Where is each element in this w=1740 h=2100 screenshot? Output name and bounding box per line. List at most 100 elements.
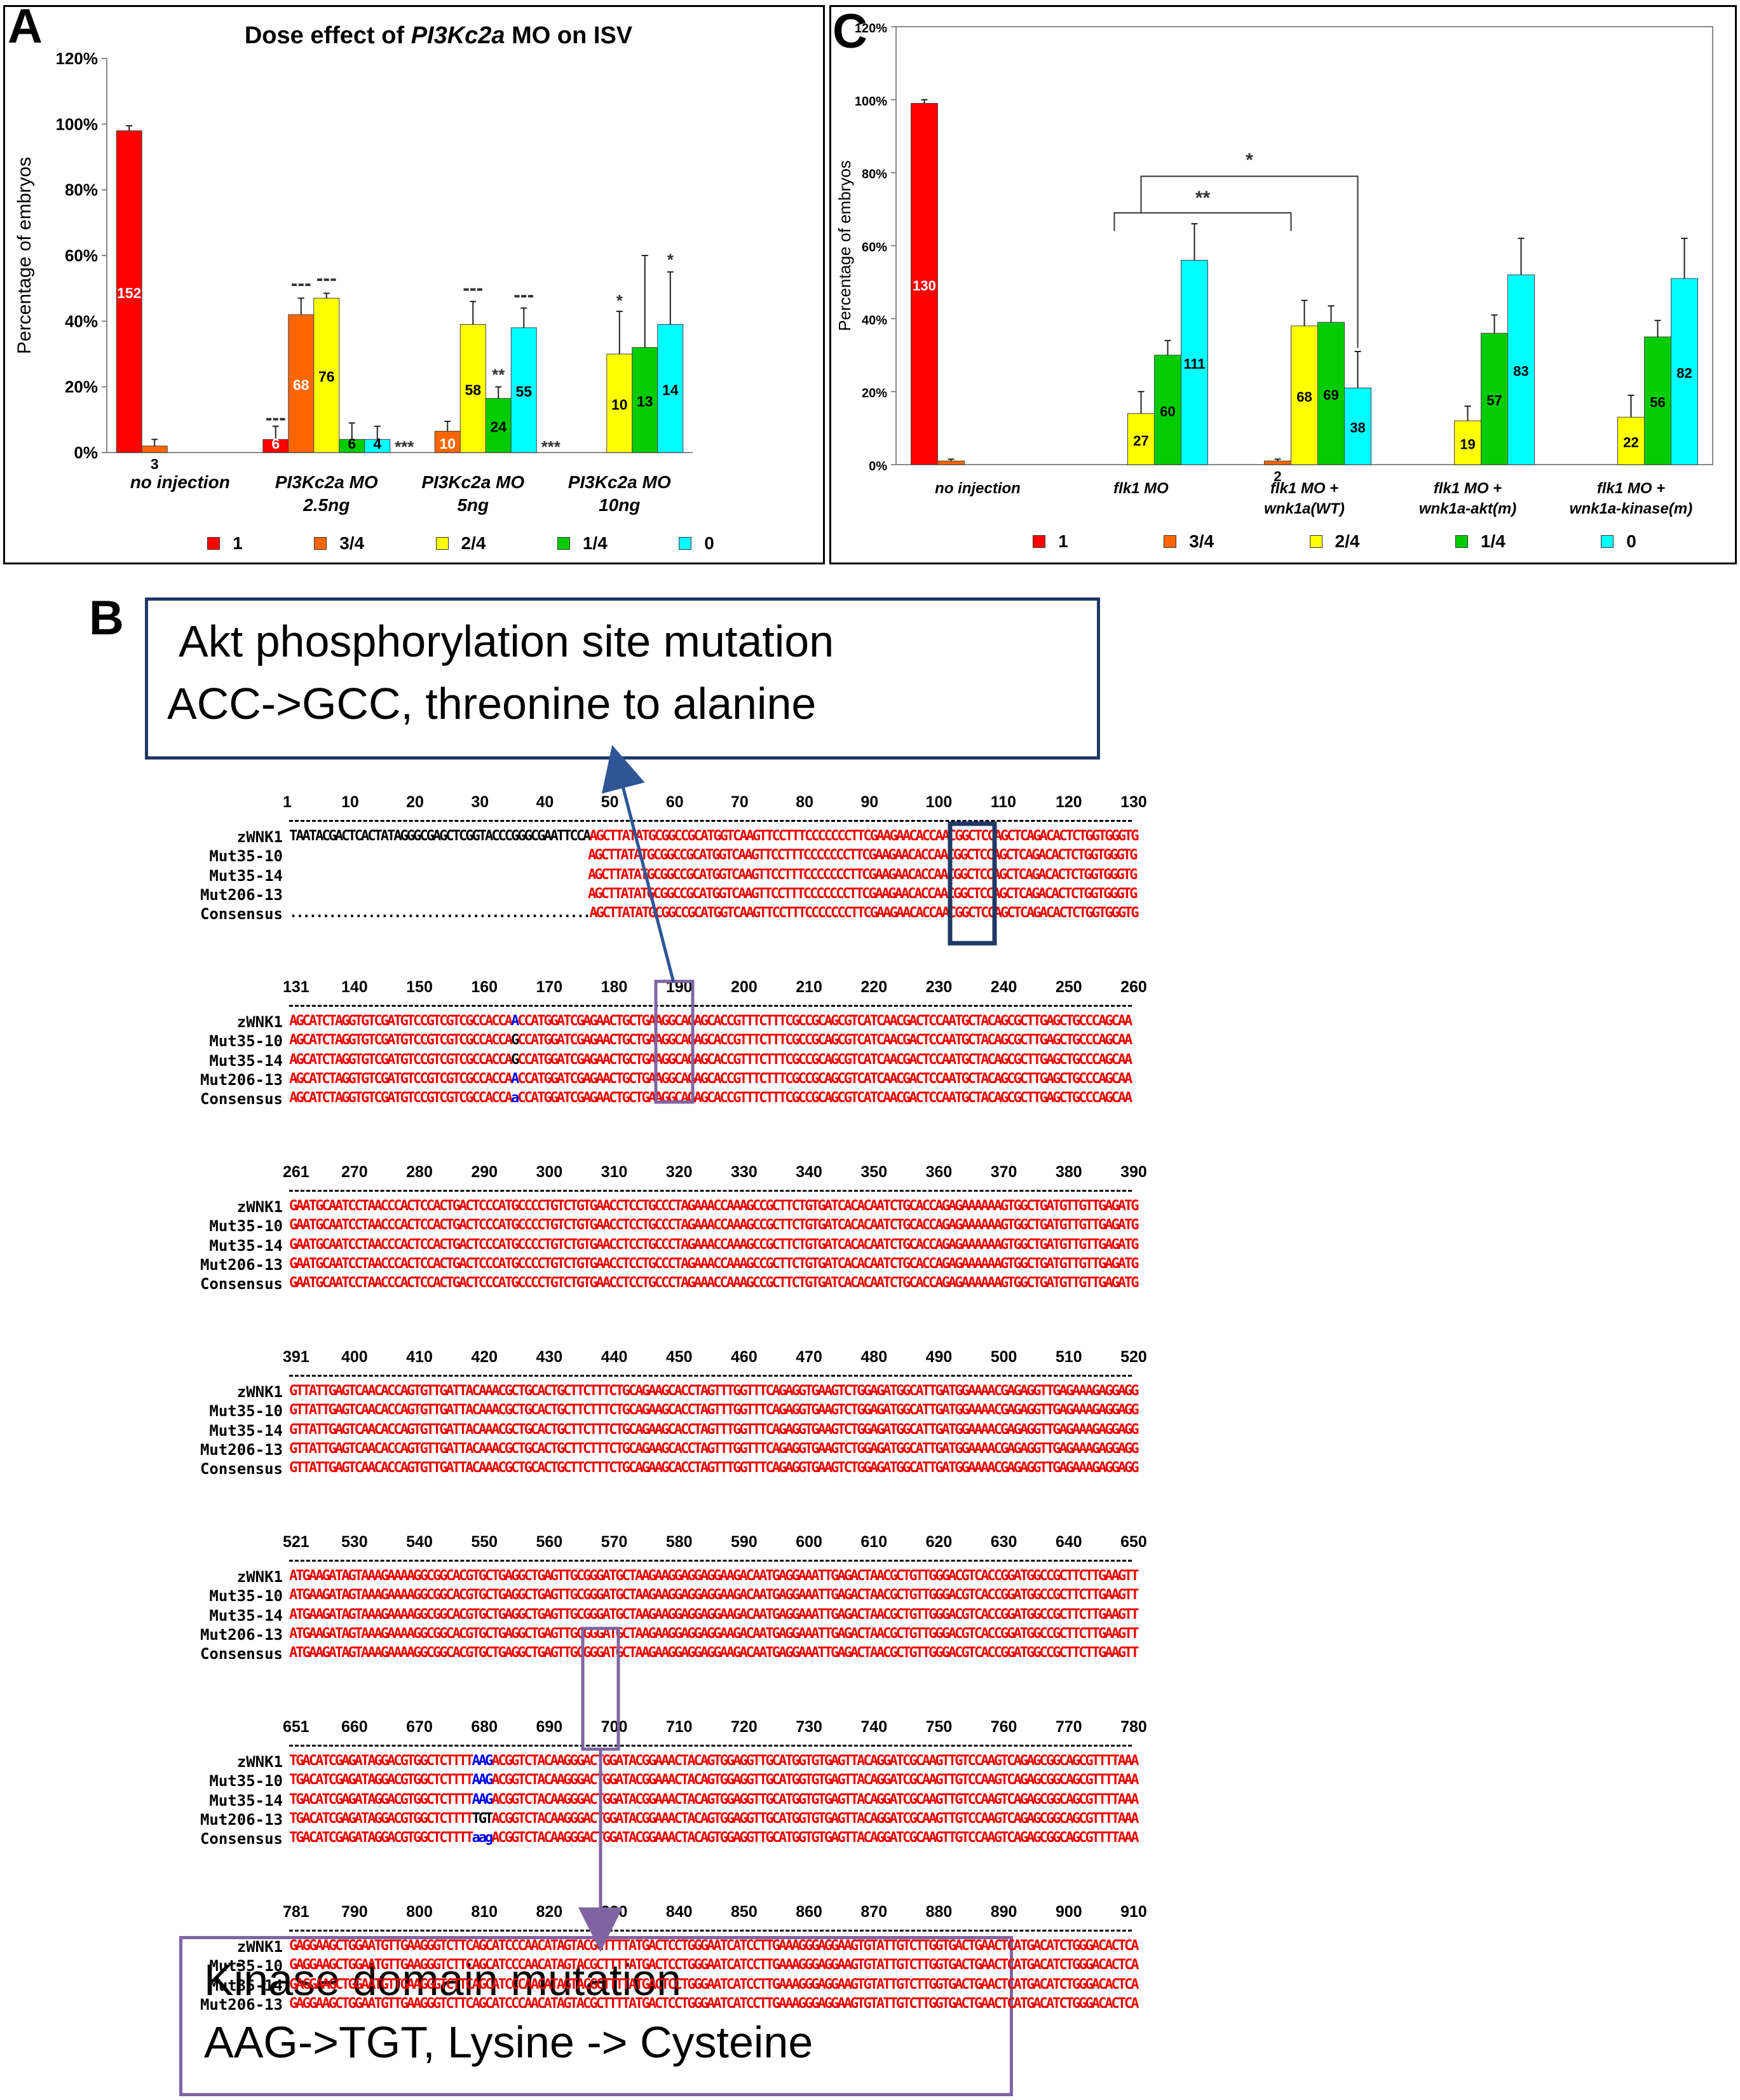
significance-marker: ***: [395, 437, 414, 456]
bar: [657, 324, 684, 453]
sequence-name: Mut35-14: [209, 1976, 283, 1994]
legend-item: 0: [1601, 531, 1636, 552]
bar: [1181, 259, 1208, 465]
y-tick-label: 20%: [65, 378, 98, 397]
ruler-number: 690: [536, 1718, 563, 1736]
ruler-number: 830: [601, 1903, 628, 1921]
significance-bracket: [1113, 212, 1292, 231]
sequence-name: Mut35-10: [209, 1032, 283, 1051]
panel-c-letter: C: [833, 4, 867, 58]
category-label: wnk1a-akt(m): [1419, 500, 1516, 517]
ruler-number: 160: [471, 978, 498, 996]
legend-label: 1/4: [1480, 531, 1506, 551]
ruler-number: 300: [536, 1163, 563, 1181]
sequence-row: AGCATCTAGGTGTCGATGTCCGTCGTCGCCACCAACCATG…: [289, 1070, 1132, 1087]
y-tick-label: 0%: [74, 443, 98, 462]
legend-label: 2/4: [461, 533, 486, 553]
sequence-name: Mut206-13: [200, 1995, 283, 2014]
ruler-number: 570: [601, 1533, 628, 1551]
ruler-number: 60: [665, 793, 684, 811]
y-tick-label: 40%: [862, 313, 887, 327]
kinase-mutation-callout: Kinase domain mutation AAG->TGT, Lysine …: [179, 1936, 1013, 2096]
akt-mutation-callout: Akt phosphorylation site mutation ACC->G…: [145, 597, 1100, 760]
legend-item: 1: [207, 533, 243, 554]
chart-a: 0% 20% 40% 60% 80% 100% 120% Percentage of embr…: [14, 22, 693, 515]
sequence-name: Mut35-14: [209, 1791, 283, 1810]
ruler-number: 720: [731, 1718, 758, 1736]
legend-item: 2/4: [1309, 531, 1359, 552]
ruler-line: [289, 1560, 1132, 1562]
legend-swatch: [557, 537, 570, 550]
ruler-number: 610: [860, 1533, 888, 1551]
legend-item: 1/4: [557, 533, 608, 554]
ruler-number: 890: [990, 1903, 1017, 1921]
ruler-number: 200: [731, 978, 758, 996]
bar: [1317, 322, 1345, 465]
kinase-callout-line2: AAG->TGT, Lysine -> Cysteine: [204, 2017, 813, 2067]
ruler-number: 870: [860, 1903, 888, 1921]
ruler-number: 460: [731, 1348, 758, 1366]
ruler-number: 150: [406, 978, 433, 996]
legend-swatch: [1164, 535, 1177, 548]
ruler-line: [289, 1745, 1132, 1747]
bar-data-label: 6: [271, 435, 280, 452]
bar: [937, 460, 965, 465]
bar: [1481, 332, 1508, 465]
sequence-row: AGCATCTAGGTGTCGATGTCCGTCGTCGCCACCAACCATG…: [289, 1013, 1132, 1029]
ruler-number: 510: [1055, 1348, 1082, 1366]
ruler-number: 530: [341, 1533, 368, 1551]
bar-data-label: 10: [611, 397, 628, 413]
sequence-name: zWNK1: [236, 1568, 283, 1586]
ruler-number: 110: [990, 793, 1017, 811]
bar: [911, 103, 938, 465]
ruler-number: 810: [471, 1903, 498, 1921]
sequence-row: GAATGCAATCCTAACCCACTCCACTGACTCCCATGCCCCT…: [289, 1236, 1139, 1253]
ruler-number: 390: [1120, 1163, 1147, 1181]
legend-item: 3/4: [1164, 531, 1214, 552]
y-tick-label: 40%: [65, 311, 98, 331]
sequence-row: TGACATCGAGATAGGACGTGGCTCTTTTAAGACGGTCTAC…: [289, 1753, 1139, 1769]
ruler-number: 190: [665, 978, 693, 996]
ruler-number: 240: [990, 978, 1017, 996]
chart-title: Dose effect of PI3Kc2a MO on ISV: [245, 22, 633, 49]
ruler-number: 760: [990, 1718, 1017, 1736]
sequence-row: TGACATCGAGATAGGACGTGGCTCTTTTTGTACGGTCTAC…: [289, 1810, 1139, 1827]
sequence-name: Mut35-10: [209, 1402, 283, 1421]
ruler-number: 660: [341, 1718, 368, 1736]
ruler-number: 450: [665, 1348, 693, 1366]
bar-data-label: 60: [1160, 404, 1175, 419]
ruler-number: 650: [1120, 1533, 1147, 1551]
ruler-number: 560: [536, 1533, 563, 1551]
ruler-number: 30: [471, 793, 489, 811]
ruler-line: [289, 820, 1132, 822]
ruler-number: 120: [1055, 793, 1082, 811]
legend-item: 1: [1033, 531, 1068, 552]
ruler-number: 260: [1120, 978, 1147, 996]
sequence-name: Mut35-14: [209, 1606, 283, 1625]
sequence-name: Consensus: [200, 1275, 283, 1293]
category-label: PI3Kc2a MO: [568, 472, 671, 492]
bar-data-label: 56: [1650, 395, 1665, 411]
sequence-row: AGCATCTAGGTGTCGATGTCCGTCGTCGCCACCAaCCATG…: [289, 1090, 1132, 1107]
chart-title-part: MO on ISV: [505, 22, 633, 49]
ruler-number: 90: [860, 793, 879, 811]
bar: [434, 430, 461, 453]
ruler-number: 670: [406, 1718, 433, 1736]
sequence-name: zWNK1: [236, 1938, 283, 1956]
ruler-number: 480: [860, 1348, 888, 1366]
panel-a-frame: [3, 5, 825, 564]
significance-marker: *: [667, 250, 674, 269]
ruler-number: 20: [406, 793, 424, 811]
bar: [1644, 336, 1671, 465]
ruler-number: 360: [925, 1163, 953, 1181]
ruler-number: 400: [341, 1348, 368, 1366]
sequence-name: Mut206-13: [200, 1070, 283, 1089]
ruler-number: 130: [1120, 793, 1147, 811]
ruler-number: 600: [796, 1533, 822, 1551]
y-tick-label: 120%: [855, 22, 887, 36]
ruler-number: 440: [601, 1348, 628, 1366]
significance-marker: ---: [513, 283, 534, 306]
legend-swatch: [435, 537, 449, 550]
bar-data-label: 14: [662, 381, 679, 398]
sequence-row: GAGGAAGCTGGAATGTTGAAGGGTCTTCAGCATCCCAACA…: [289, 1995, 1139, 2012]
